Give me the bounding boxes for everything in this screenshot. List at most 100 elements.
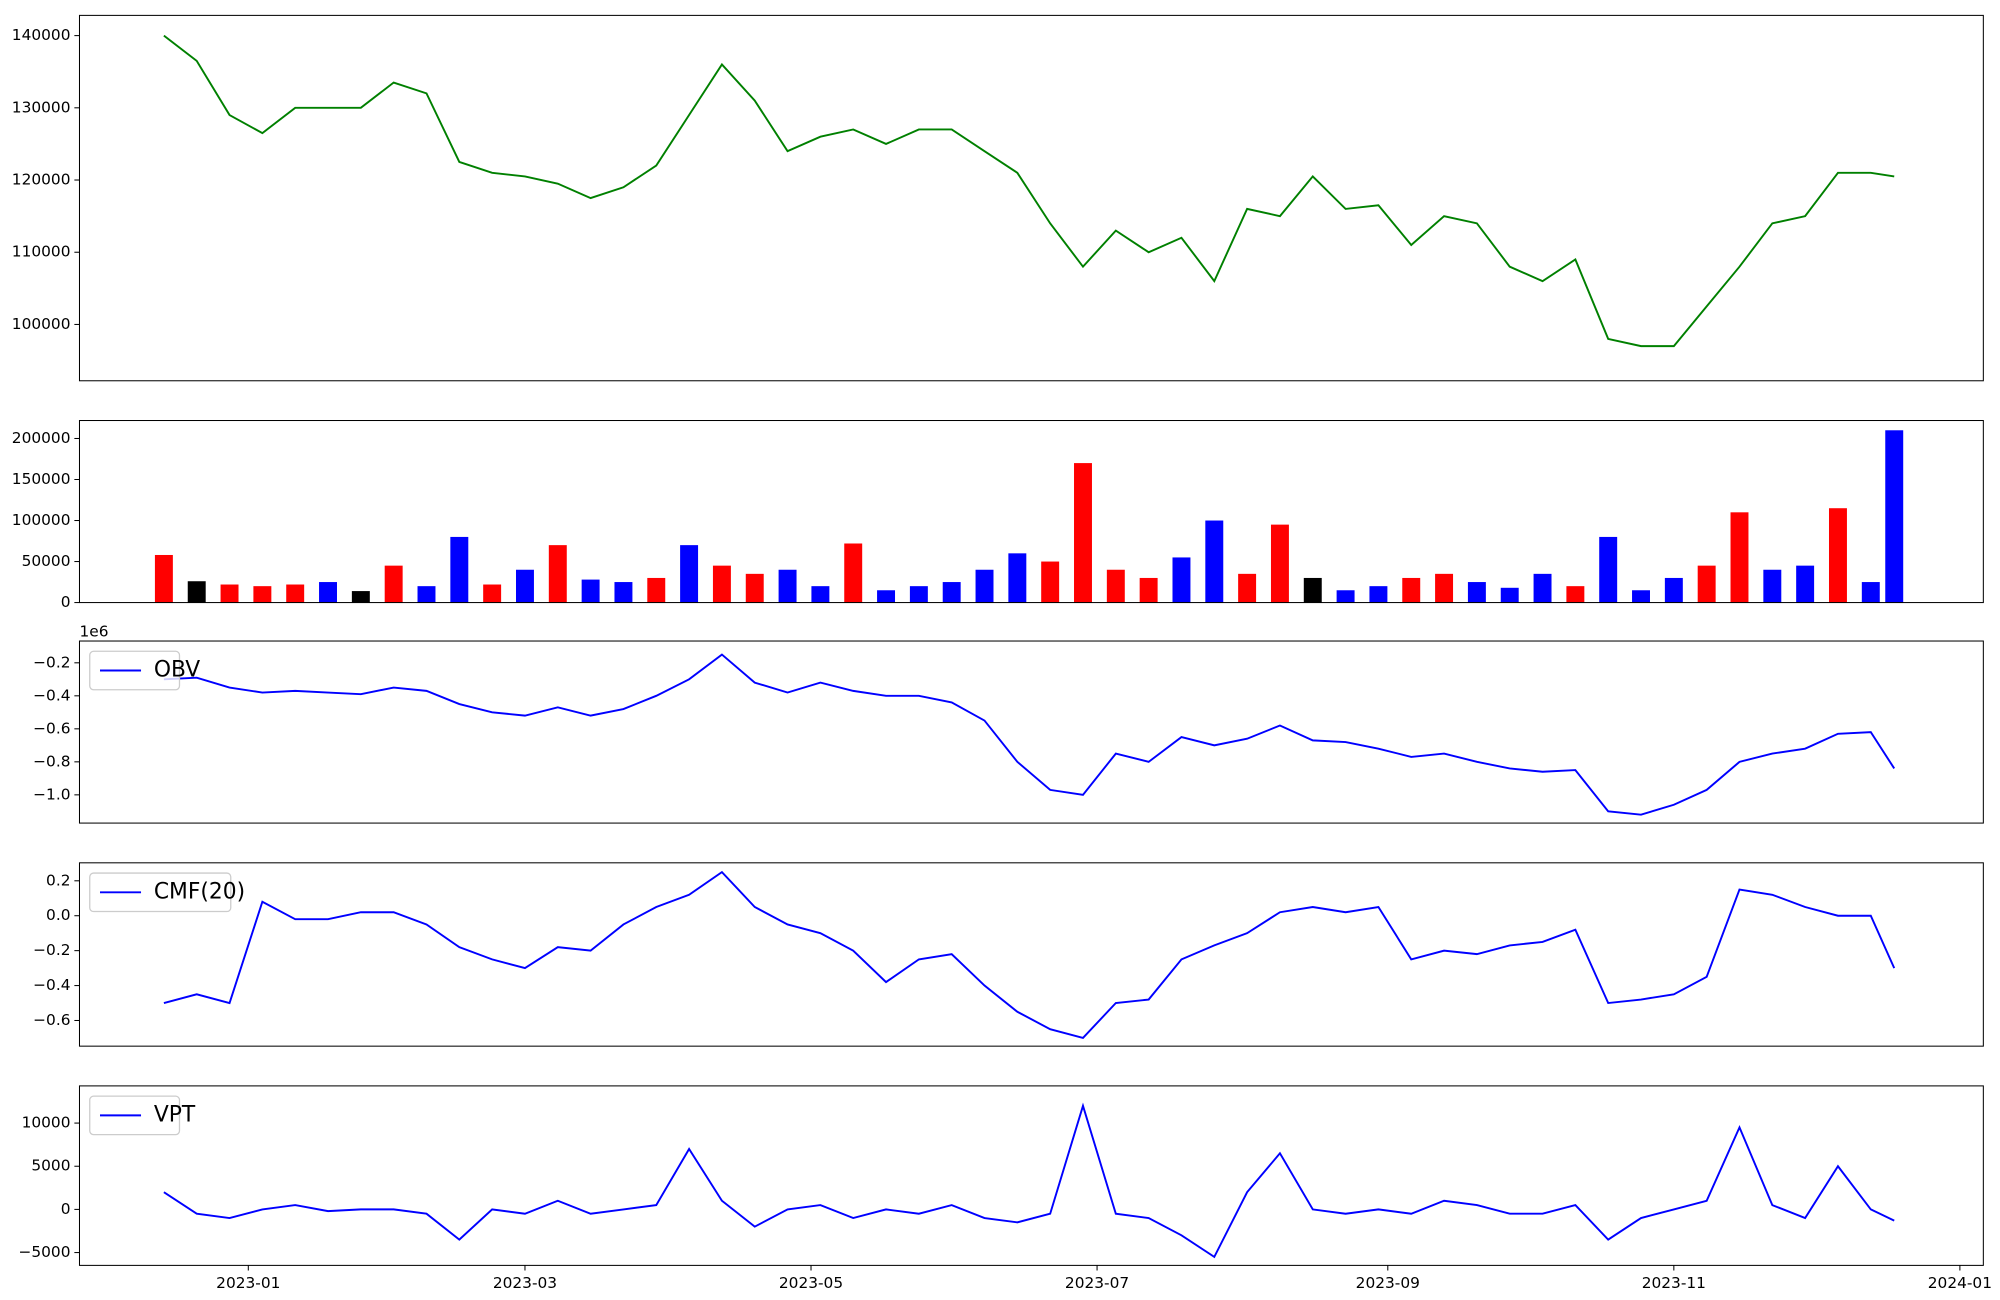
y-tick-label: 0.0 [46, 906, 70, 924]
bar [1270, 524, 1289, 603]
bar [154, 554, 173, 603]
y-tick-label: 110000 [12, 243, 71, 261]
bar [1106, 569, 1125, 603]
line [163, 34, 1895, 348]
plot-frame [78, 14, 1984, 382]
bar [1885, 430, 1904, 603]
bar [1205, 520, 1224, 603]
y-tick-label: 100000 [12, 511, 71, 529]
y-tick-label: 10000 [22, 1114, 71, 1132]
bar [450, 536, 469, 603]
bar [614, 582, 633, 603]
x-tick-label: 2024-01 [1928, 1274, 1992, 1292]
y-tick-label: 5000 [31, 1157, 70, 1175]
y-tick-label: −5000 [18, 1243, 70, 1261]
bar [1533, 573, 1552, 603]
y-tick-label: 140000 [12, 26, 71, 44]
bar [384, 565, 403, 603]
plot-frame [78, 1085, 1984, 1266]
y-tick-label: 200000 [12, 429, 71, 447]
legend-label: VPT [154, 1102, 196, 1127]
bar [253, 586, 272, 603]
bar [811, 586, 830, 603]
x-tick-label: 2023-11 [1642, 1274, 1706, 1292]
y-tick-label: 150000 [12, 470, 71, 488]
bar [712, 565, 731, 603]
bar [417, 586, 436, 603]
bar [778, 569, 797, 603]
y-tick-label: −0.4 [33, 686, 70, 704]
y-tick-label: −1.0 [33, 785, 70, 803]
x-tick-label: 2023-07 [1065, 1274, 1129, 1292]
y-tick-label: 120000 [12, 171, 71, 189]
bar [1041, 561, 1060, 603]
line [163, 870, 1896, 1040]
bar [1172, 557, 1191, 603]
bar [581, 579, 600, 603]
bar [909, 586, 928, 603]
y-tick-label: 0.2 [46, 871, 70, 889]
bar [1861, 582, 1880, 603]
x-tick-label: 2023-03 [493, 1274, 557, 1292]
bar [1730, 512, 1749, 603]
bar [1336, 590, 1355, 603]
offset-text: 1e6 [79, 623, 108, 641]
y-tick-label: −0.6 [33, 1011, 70, 1029]
x-tick-label: 2023-09 [1356, 1274, 1420, 1292]
bar [1566, 586, 1585, 603]
y-tick-label: 100000 [12, 315, 71, 333]
plot-frame [78, 420, 1984, 604]
bar [548, 545, 567, 603]
bar [975, 569, 994, 603]
bar [647, 577, 666, 603]
bar [1369, 586, 1388, 603]
legend-label: CMF(20) [154, 879, 245, 904]
plot-frame [78, 862, 1984, 1047]
x-tick-label: 2023-01 [216, 1274, 280, 1292]
y-tick-label: 0 [61, 593, 71, 611]
bar [844, 543, 863, 603]
bar [680, 545, 699, 603]
bar [1139, 577, 1158, 603]
y-tick-label: 130000 [12, 98, 71, 116]
bar [745, 573, 764, 603]
y-tick-label: 50000 [22, 552, 71, 570]
legend-box [89, 872, 232, 913]
plot-frame [78, 640, 1984, 824]
bar [1402, 577, 1421, 603]
y-tick-label: −0.4 [33, 976, 70, 994]
x-tick-label: 2023-05 [779, 1274, 843, 1292]
bar [1632, 590, 1650, 603]
bar [1435, 573, 1454, 603]
bar [220, 584, 239, 603]
bar [1008, 553, 1027, 603]
bar [286, 584, 305, 603]
line [163, 1102, 1895, 1259]
y-tick-label: −0.2 [33, 941, 70, 959]
bar [877, 590, 896, 603]
bar [1238, 573, 1257, 603]
bar [515, 569, 534, 603]
y-tick-label: −0.2 [33, 653, 70, 671]
bar [1599, 536, 1618, 603]
bar [1796, 565, 1815, 603]
bar [1664, 577, 1683, 603]
bar [1303, 577, 1322, 603]
bar [1500, 587, 1519, 603]
bar [1697, 565, 1716, 603]
y-tick-label: −0.8 [33, 752, 70, 770]
bar [1763, 569, 1782, 603]
line [163, 653, 1896, 816]
bar [319, 582, 337, 603]
bar [483, 584, 502, 603]
bar [187, 581, 206, 603]
y-tick-label: 0 [61, 1200, 71, 1218]
bar [1074, 463, 1092, 603]
bar [1467, 582, 1486, 603]
y-tick-label: −0.6 [33, 719, 70, 737]
legend-label: OBV [154, 658, 200, 683]
bar [942, 582, 961, 603]
bar [351, 591, 370, 603]
